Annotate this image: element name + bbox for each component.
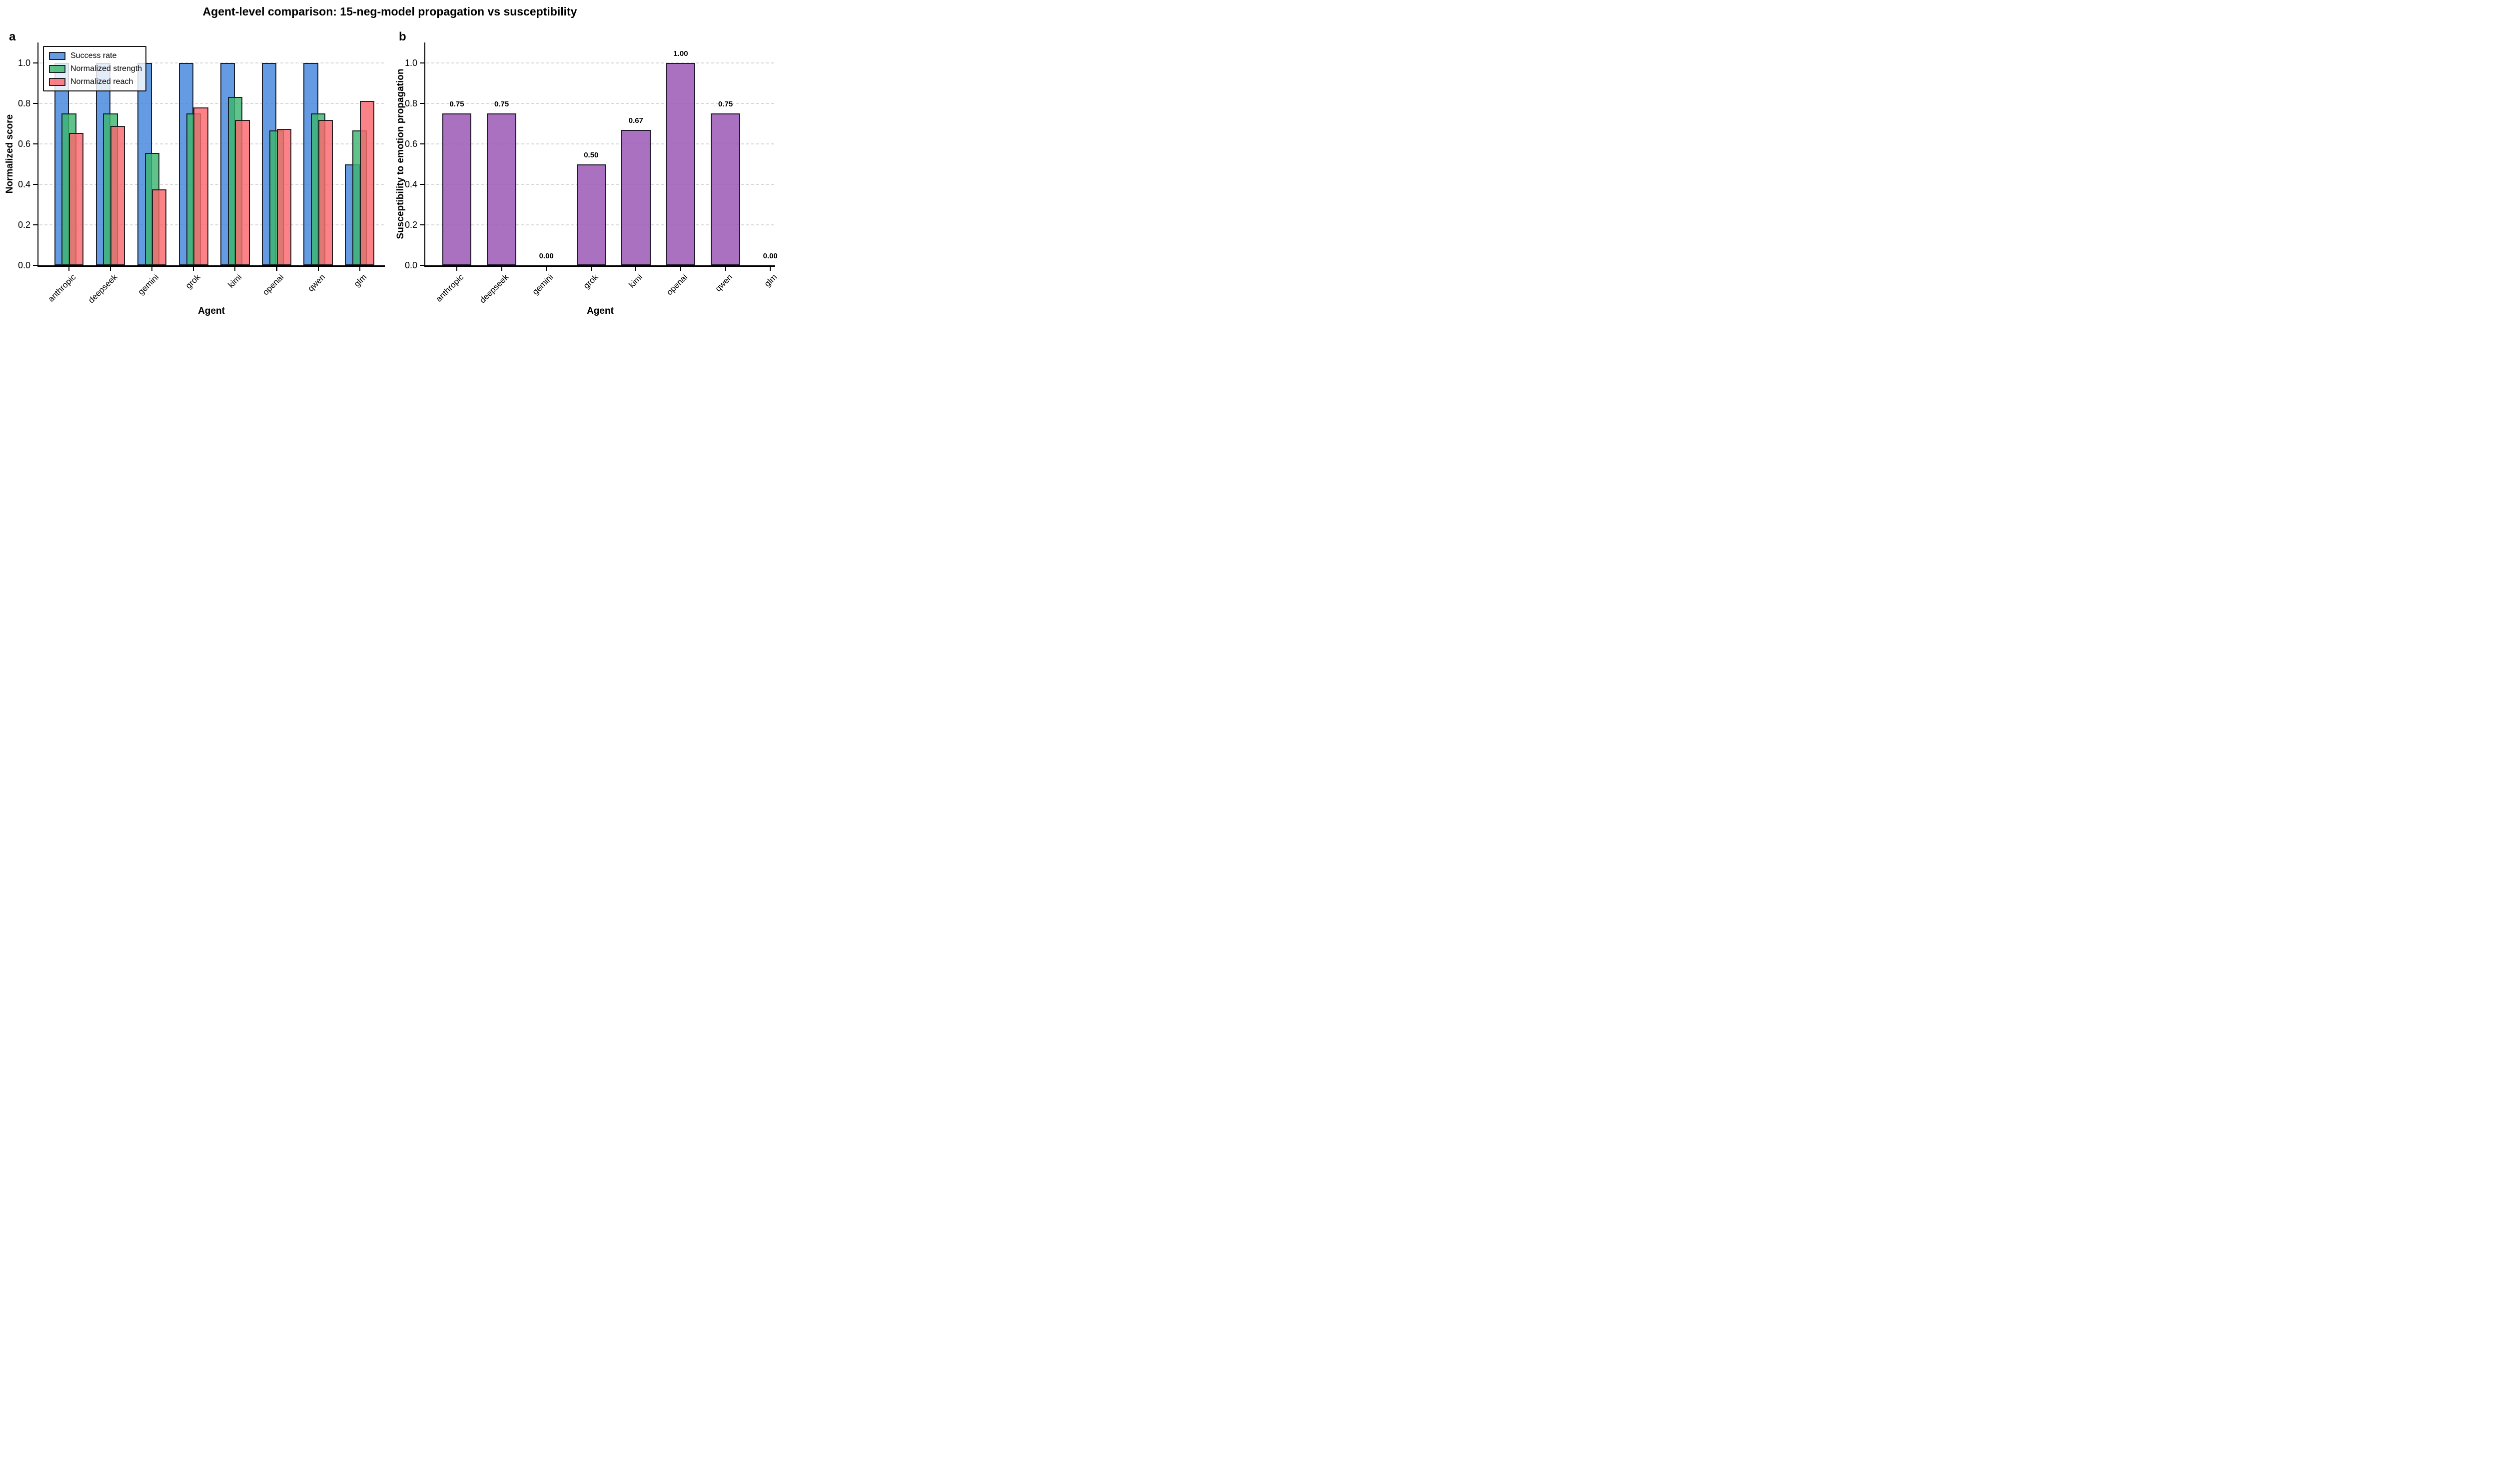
panel-b-label: b	[399, 30, 406, 43]
x-tick	[359, 266, 360, 271]
y-tick	[33, 184, 37, 185]
gridline	[39, 143, 384, 144]
panel-b-x-axis-title: Agent	[587, 306, 614, 316]
bar-normalized-reach-grok	[193, 107, 208, 265]
y-tick-label: 1.0	[17, 58, 30, 68]
x-tick	[546, 266, 547, 271]
bar-normalized-reach-anthropic	[69, 132, 84, 265]
bar-susceptibility-kimi	[621, 129, 651, 265]
x-tick	[68, 266, 70, 271]
figure: Agent-level comparison: 15-neg-model pro…	[0, 0, 780, 325]
y-tick	[420, 143, 424, 145]
x-tick-label-anthropic: anthropic	[434, 272, 466, 304]
gridline	[426, 62, 774, 63]
y-tick-label: 0.0	[17, 260, 30, 270]
x-axis-spine	[37, 265, 385, 267]
x-axis-spine	[424, 265, 775, 267]
bar-susceptibility-deepseek	[487, 113, 516, 265]
gridline	[39, 224, 384, 225]
bar-normalized-reach-openai	[276, 128, 291, 265]
y-tick	[33, 103, 37, 104]
panel-a-label: a	[9, 30, 16, 43]
x-tick	[234, 266, 236, 271]
y-tick	[33, 265, 37, 266]
x-tick	[151, 266, 153, 271]
bar-value-label-qwen: 0.75	[718, 100, 733, 109]
y-tick-label: 0.2	[17, 220, 30, 230]
bar-normalized-reach-gemini	[152, 189, 167, 265]
y-tick-label: 0.4	[404, 179, 417, 189]
gridline	[426, 103, 774, 104]
bar-susceptibility-anthropic	[442, 113, 472, 265]
bar-value-label-grok: 0.50	[584, 150, 599, 159]
gridline	[39, 184, 384, 185]
y-tick-label: 0.6	[17, 139, 30, 149]
legend-item-normalized-reach: Normalized reach	[49, 76, 140, 87]
gridline	[39, 103, 384, 104]
figure-title: Agent-level comparison: 15-neg-model pro…	[202, 5, 577, 18]
bar-value-label-anthropic: 0.75	[449, 100, 464, 109]
gridline	[426, 143, 774, 144]
y-axis-spine	[424, 42, 425, 267]
x-tick-label-kimi: kimi	[627, 272, 645, 290]
x-tick	[193, 266, 194, 271]
legend-swatch-normalized-strength	[49, 64, 65, 73]
x-tick	[770, 266, 771, 271]
x-tick	[501, 266, 502, 271]
y-tick	[33, 62, 37, 64]
bar-normalized-reach-deepseek	[110, 126, 125, 265]
legend: Success rate Normalized strength Normali…	[43, 46, 146, 91]
bar-normalized-reach-glm	[359, 100, 374, 265]
legend-label-normalized-strength: Normalized strength	[70, 64, 142, 73]
panel-a-x-axis-title: Agent	[198, 306, 225, 316]
y-tick-label: 0.4	[17, 179, 30, 189]
x-tick	[590, 266, 592, 271]
y-tick-label: 0.0	[404, 260, 417, 270]
x-tick	[456, 266, 458, 271]
x-tick	[680, 266, 682, 271]
bar-susceptibility-grok	[576, 164, 606, 265]
legend-item-normalized-strength: Normalized strength	[49, 63, 142, 74]
legend-item-success-rate: Success rate	[49, 50, 140, 61]
y-tick	[420, 224, 424, 226]
legend-label-normalized-reach: Normalized reach	[70, 77, 133, 86]
y-tick	[420, 184, 424, 185]
x-tick	[725, 266, 726, 271]
legend-swatch-success-rate	[49, 51, 65, 60]
x-tick	[110, 266, 111, 271]
y-axis-spine	[37, 42, 38, 267]
x-tick	[276, 266, 277, 271]
y-tick-label: 0.8	[404, 98, 417, 108]
legend-label-success-rate: Success rate	[70, 51, 117, 60]
x-tick	[317, 266, 319, 271]
panel-b-plot-area: 0.0 0.2 0.4 0.6 0.8 1.0 anthropic deepseek gemin…	[0, 0, 780, 325]
x-tick-label-openai: openai	[664, 272, 690, 297]
bar-normalized-reach-kimi	[235, 119, 250, 265]
legend-swatch-normalized-reach	[49, 77, 65, 86]
y-tick	[420, 265, 424, 266]
gridline	[39, 62, 384, 63]
x-tick-label-gemini: gemini	[530, 272, 555, 297]
y-tick	[33, 224, 37, 226]
y-tick-label: 0.2	[404, 220, 417, 230]
bar-value-label-glm: 0.00	[763, 252, 778, 260]
bar-value-label-kimi: 0.67	[628, 116, 643, 125]
x-tick	[635, 266, 637, 271]
y-tick-label: 1.0	[404, 58, 417, 68]
y-tick	[33, 143, 37, 145]
x-tick-label-glm: glm	[762, 272, 779, 289]
panel-a-plot-area: 0.0 0.2 0.4 0.6 0.8 1.0 anthropic deepseek gemin…	[0, 0, 780, 325]
bar-value-label-openai: 1.00	[673, 49, 688, 58]
bar-susceptibility-openai	[666, 63, 696, 265]
y-tick	[420, 62, 424, 64]
y-tick-label: 0.8	[17, 98, 30, 108]
bar-susceptibility-qwen	[711, 113, 740, 265]
bar-value-label-gemini: 0.00	[539, 252, 554, 260]
y-tick	[420, 103, 424, 104]
bar-normalized-reach-qwen	[318, 119, 333, 265]
bar-value-label-deepseek: 0.75	[494, 100, 509, 109]
y-tick-label: 0.6	[404, 139, 417, 149]
